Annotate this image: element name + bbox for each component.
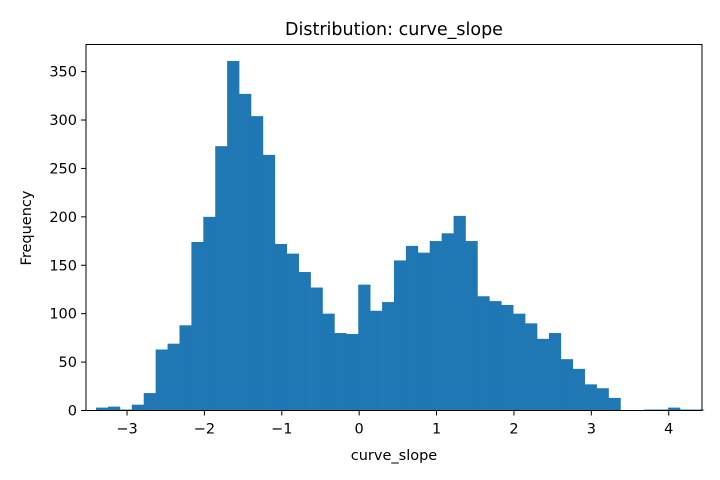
x-axis-label: curve_slope [351,448,438,464]
x-axis-ticks: −3 −2 −1 0 1 2 3 4 [116,410,673,438]
y-axis-ticks: 0 50 100 150 200 250 300 350 [49,65,86,420]
histogram-bar [465,241,478,411]
histogram-bar [227,60,240,411]
histogram-bar [537,338,550,411]
histogram-bar [96,407,109,411]
histogram-bar [155,349,168,411]
histogram-bar [310,287,323,411]
y-tick-label: 100 [49,307,77,323]
y-tick-label: 0 [68,404,77,420]
x-tick-label: 3 [587,422,596,438]
histogram-bar [394,260,407,411]
histogram-bar [560,359,574,411]
histogram-bar [525,323,538,411]
histogram-bars [96,60,705,411]
histogram-bar [286,253,299,411]
chart-title: Distribution: curve_slope [285,20,503,40]
histogram-bar [179,325,192,411]
histogram-bar [191,242,204,411]
x-tick-label: −3 [116,422,137,438]
histogram-bar [608,397,621,411]
histogram-bar [358,284,371,411]
x-tick-label: 1 [432,422,441,438]
histogram-bar [417,252,431,411]
histogram-bar [143,393,156,411]
histogram-bar [441,233,454,411]
histogram-bar [405,245,419,411]
histogram-bar [346,334,359,411]
histogram-bar [429,241,442,411]
histogram-bar [215,146,228,411]
histogram-bar [298,272,311,411]
y-tick-label: 350 [49,65,77,81]
y-axis-label: Frequency [19,190,35,265]
x-tick-label: 4 [664,422,673,438]
histogram-bar [584,384,597,411]
x-tick-label: −2 [194,422,215,438]
histogram-bar [322,313,335,411]
histogram-bar [167,343,180,411]
histogram-bar [501,304,514,411]
y-tick-label: 50 [59,355,77,371]
histogram-bar [262,154,276,411]
histogram-bar [453,215,466,411]
histogram-bar [334,333,347,411]
histogram-bar [239,93,252,411]
histogram-bar [572,368,585,411]
histogram-bar [250,116,264,411]
y-tick-label: 250 [49,161,77,177]
histogram-bar [477,296,490,411]
y-tick-label: 200 [49,210,77,226]
plot-frame [85,44,703,411]
x-tick-label: −1 [271,422,292,438]
histogram-bar [596,388,609,411]
histogram-bar [382,302,395,411]
histogram-bar [274,243,288,411]
histogram-bar [131,404,145,411]
x-tick-label: 0 [355,422,364,438]
histogram-bar [548,333,562,411]
y-tick-label: 300 [49,113,77,129]
histogram-bar [489,301,502,411]
histogram-bar [107,406,121,411]
y-tick-label: 150 [49,258,77,274]
histogram-bar [668,407,681,411]
histogram-bar [203,216,216,411]
histogram-bar [370,310,383,411]
x-tick-label: 2 [509,422,518,438]
histogram-bar [513,313,526,411]
